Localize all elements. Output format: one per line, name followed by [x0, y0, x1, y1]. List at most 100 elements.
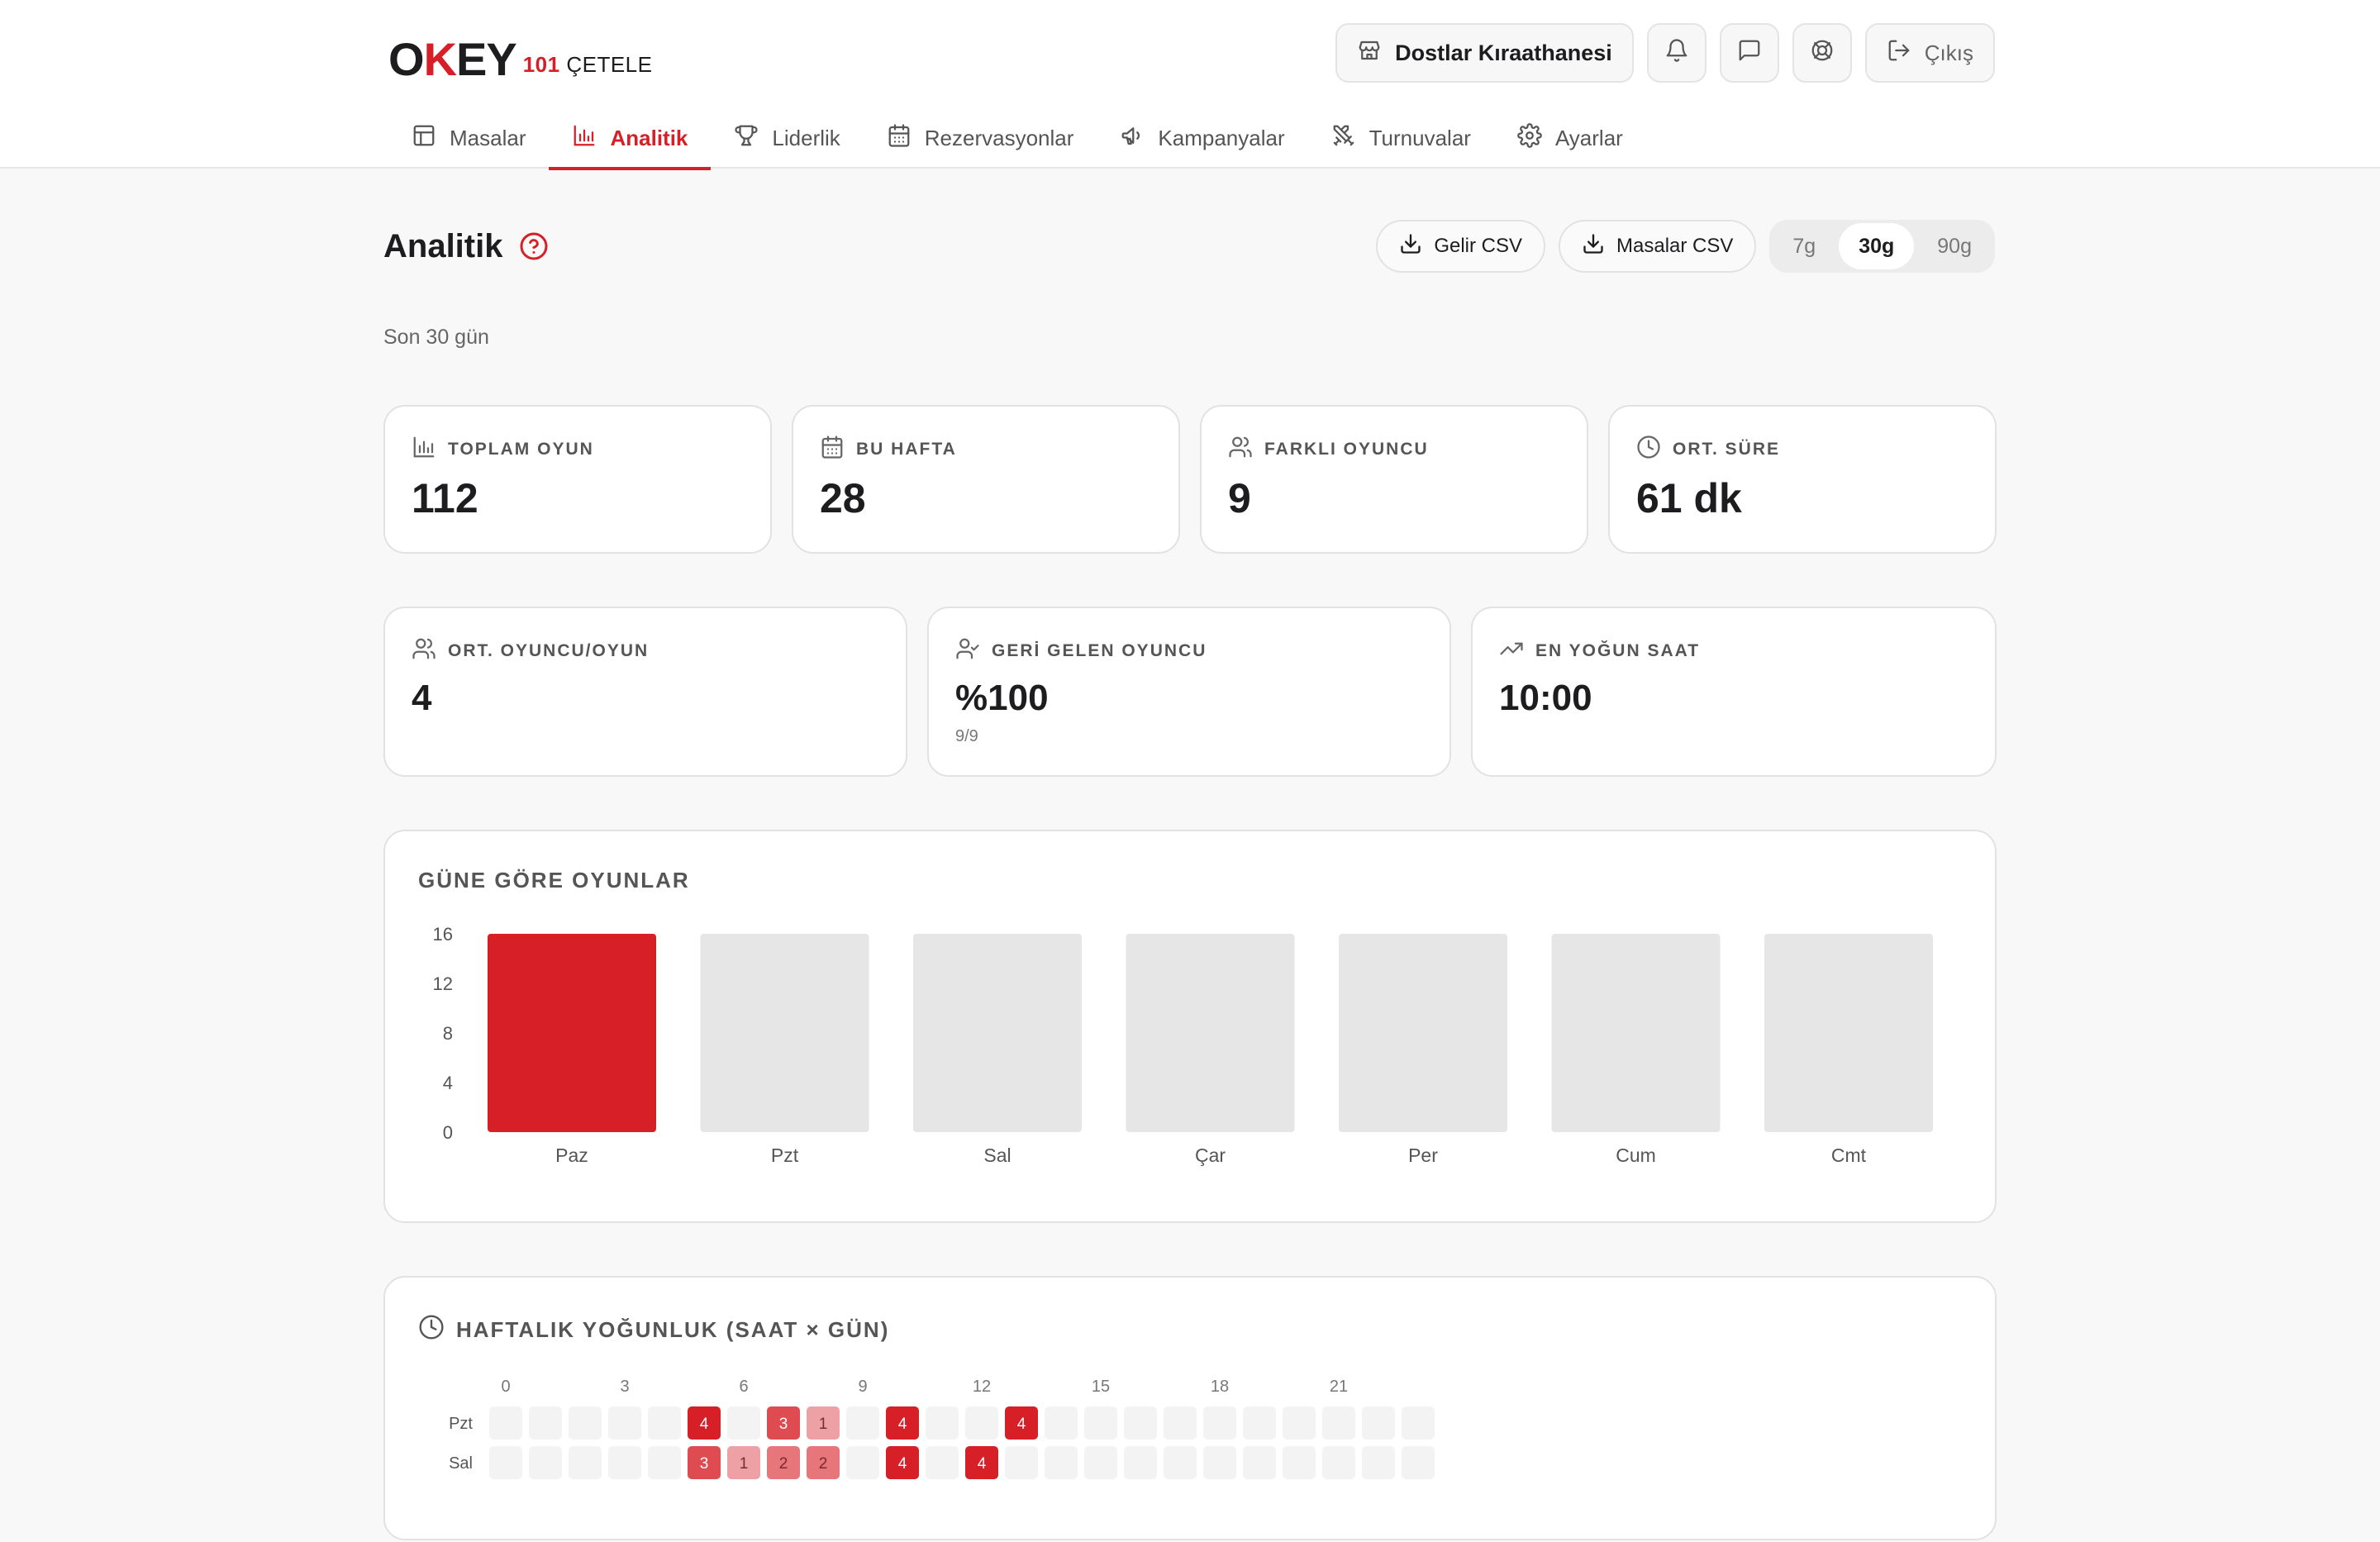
heatmap-cell[interactable]	[1124, 1446, 1157, 1479]
heatmap-cell[interactable]	[1362, 1446, 1395, 1479]
heatmap-cell[interactable]	[648, 1406, 681, 1440]
tab-label: Analitik	[610, 125, 688, 150]
support-button[interactable]	[1792, 23, 1852, 83]
x-tick-label: 3	[620, 1378, 629, 1396]
heatmap-cell[interactable]	[1045, 1406, 1078, 1440]
stat-label: GERİ GELEN OYUNCU	[955, 636, 1207, 666]
analytics-actions: Gelir CSV Masalar CSV 7g 30g 90g	[1376, 220, 1995, 273]
bar-track	[1764, 934, 1933, 1132]
tab-label: Masalar	[450, 125, 526, 150]
row-label: Pzt	[449, 1415, 473, 1433]
stat-card-returning-players: GERİ GELEN OYUNCU %100 9/9	[927, 607, 1451, 777]
heatmap-cell[interactable]	[807, 1406, 840, 1440]
tab-rezervasyonlar[interactable]: Rezervasyonlar	[864, 107, 1097, 169]
heatmap-cell[interactable]	[1203, 1446, 1236, 1479]
heatmap-cell[interactable]	[1164, 1446, 1197, 1479]
export-revenue-csv-button[interactable]: Gelir CSV	[1376, 220, 1545, 273]
heatmap-cell[interactable]	[807, 1446, 840, 1479]
heatmap-cell[interactable]	[489, 1446, 522, 1479]
stat-value: 28	[820, 475, 866, 521]
help-icon[interactable]	[519, 228, 549, 265]
range-option-7g[interactable]: 7g	[1792, 234, 1816, 258]
heatmap-cell[interactable]	[688, 1406, 721, 1440]
heatmap-cell[interactable]	[767, 1406, 800, 1440]
heatmap-cell[interactable]	[886, 1446, 919, 1479]
heatmap-cell[interactable]	[1402, 1406, 1435, 1440]
stat-label: FARKLI OYUNCU	[1228, 435, 1429, 464]
heatmap-cell[interactable]	[1402, 1446, 1435, 1479]
heatmap-cell[interactable]	[1322, 1446, 1355, 1479]
stat-value: 10:00	[1499, 678, 1592, 718]
range-option-30g[interactable]: 30g	[1839, 223, 1915, 269]
button-label: Masalar CSV	[1616, 235, 1734, 257]
heatmap-cell[interactable]	[1203, 1406, 1236, 1440]
tab-analitik[interactable]: Analitik	[549, 107, 712, 170]
stat-value: %100	[955, 678, 1049, 718]
heatmap-cell[interactable]	[688, 1446, 721, 1479]
tab-ayarlar[interactable]: Ayarlar	[1494, 107, 1646, 169]
tab-turnuvalar[interactable]: Turnuvalar	[1308, 107, 1494, 169]
heatmap-cell[interactable]	[1084, 1406, 1117, 1440]
games-by-day-card: GÜNE GÖRE OYUNLAR 0 4 8 12 16 Paz Pzt Sal Çar Per…	[383, 830, 1997, 1223]
tab-liderlik[interactable]: Liderlik	[711, 107, 863, 169]
app-logo[interactable]: OKEY 101 ÇETELE	[388, 28, 653, 83]
heatmap-cell[interactable]	[846, 1406, 879, 1440]
heatmap-cell[interactable]	[1005, 1406, 1038, 1440]
stat-label: EN YOĞUN SAAT	[1499, 636, 1700, 666]
tab-label: Kampanyalar	[1158, 125, 1285, 150]
trending-up-icon	[1499, 636, 1524, 666]
heatmap-cell[interactable]	[1164, 1406, 1197, 1440]
heatmap-cell[interactable]	[1124, 1406, 1157, 1440]
heatmap-cell[interactable]	[1005, 1446, 1038, 1479]
heatmap-cell[interactable]	[1084, 1446, 1117, 1479]
heatmap-cell[interactable]	[529, 1446, 562, 1479]
bar[interactable]	[488, 934, 656, 1132]
heatmap-cell-value: 1	[740, 1455, 749, 1473]
tab-masalar[interactable]: Masalar	[388, 107, 549, 169]
range-option-90g[interactable]: 90g	[1937, 234, 1972, 258]
stat-label: BU HAFTA	[820, 435, 957, 464]
tab-label: Turnuvalar	[1368, 125, 1471, 150]
heatmap-cell[interactable]	[965, 1446, 998, 1479]
logout-button[interactable]: Çıkış	[1864, 23, 1995, 83]
stat-label: ORT. SÜRE	[1636, 435, 1780, 464]
heatmap-cell[interactable]	[1243, 1446, 1276, 1479]
y-tick-label: 8	[443, 1023, 453, 1044]
swords-icon	[1331, 123, 1356, 154]
heatmap-cell[interactable]	[608, 1406, 641, 1440]
venue-button[interactable]: Dostlar Kıraathanesi	[1335, 23, 1634, 83]
heatmap-cell-value: 1	[819, 1416, 828, 1433]
heatmap-cell[interactable]	[727, 1446, 760, 1479]
heatmap-cell[interactable]	[1322, 1406, 1355, 1440]
tab-kampanyalar[interactable]: Kampanyalar	[1097, 107, 1307, 169]
chart-title: GÜNE GÖRE OYUNLAR	[418, 868, 690, 892]
export-tables-csv-button[interactable]: Masalar CSV	[1559, 220, 1757, 273]
heatmap-cell[interactable]	[569, 1446, 602, 1479]
header-actions: Dostlar Kıraathanesi Çıkış	[1335, 23, 1995, 83]
heatmap-cell[interactable]	[1243, 1406, 1276, 1440]
heatmap-cell[interactable]	[1362, 1406, 1395, 1440]
notifications-button[interactable]	[1646, 23, 1706, 83]
heatmap-cell[interactable]	[926, 1446, 959, 1479]
bell-icon	[1664, 38, 1689, 69]
heatmap-cell[interactable]	[1045, 1446, 1078, 1479]
bar-track	[1339, 934, 1507, 1132]
heatmap-cell-value: 4	[898, 1416, 907, 1433]
heatmap-cell[interactable]	[569, 1406, 602, 1440]
heatmap-cell[interactable]	[489, 1406, 522, 1440]
heatmap-cell[interactable]	[648, 1446, 681, 1479]
heatmap-cell[interactable]	[529, 1406, 562, 1440]
heatmap-cell[interactable]	[846, 1446, 879, 1479]
heatmap-cell[interactable]	[886, 1406, 919, 1440]
messages-button[interactable]	[1719, 23, 1779, 83]
heatmap-cell[interactable]	[1283, 1446, 1316, 1479]
stat-subvalue: 9/9	[955, 727, 978, 745]
games-by-day-chart: 0 4 8 12 16 Paz Pzt Sal Çar Per Cum Cmt	[433, 924, 1933, 1166]
heatmap-cell[interactable]	[1283, 1406, 1316, 1440]
heatmap-cell[interactable]	[965, 1406, 998, 1440]
heatmap-cell[interactable]	[727, 1406, 760, 1440]
heatmap-cell[interactable]	[767, 1446, 800, 1479]
stat-value: 61 dk	[1636, 475, 1742, 521]
heatmap-cell[interactable]	[608, 1446, 641, 1479]
heatmap-cell[interactable]	[926, 1406, 959, 1440]
